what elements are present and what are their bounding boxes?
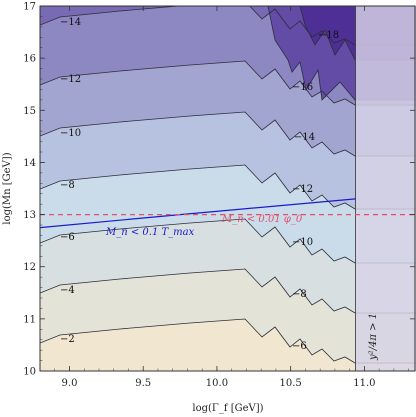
- annotation-mn-phi0: M_n < 0.01 φ_0: [221, 214, 303, 225]
- contour-label-right: −12: [292, 184, 313, 195]
- contour-lines: [40, 6, 416, 364]
- y-tick-label: 11: [23, 314, 36, 325]
- y-tick-label: 15: [23, 106, 36, 117]
- blue-constraint-line: [39, 198, 356, 229]
- annotation-mn-tmax: M_n < 0.1 T_max: [105, 227, 195, 238]
- contour-line--12: [40, 60, 416, 106]
- y-tick-label: 17: [23, 2, 36, 13]
- contour-line--6: [40, 218, 416, 264]
- plot-border: [39, 5, 416, 372]
- y-tick-label: 10: [23, 367, 36, 378]
- x-axis-ticks: 9.0 9.5 10.0 10.5 11.0: [39, 6, 409, 389]
- plot-frame: [39, 5, 416, 372]
- annotation-excluded-region: y²/4π > 1: [368, 313, 379, 361]
- contour-line--16: [267, 6, 416, 101]
- contour-label-left: −12: [60, 74, 81, 85]
- contour-label-left: −4: [60, 285, 75, 296]
- constraint-curves: [39, 198, 416, 229]
- excluded-region: [355, 6, 416, 371]
- contour-label-right: −8: [292, 289, 307, 300]
- contour-line--4: [40, 268, 416, 314]
- x-tick-label: 11.0: [353, 378, 375, 389]
- contour-label-right: −14: [294, 132, 315, 143]
- contour-labels: −18 −16 −14 −12 −10 −8 −6 −14 −12 −10 −8 −6 −4 −2: [60, 17, 339, 352]
- annotations: M_n < 0.1 T_max M_n < 0.01 φ_0 y²/4π > 1: [105, 214, 379, 361]
- contour-line--8: [40, 164, 416, 210]
- y-tick-label: 16: [23, 54, 36, 65]
- contour-label-left: −10: [60, 128, 81, 139]
- x-tick-label: 9.0: [62, 378, 78, 389]
- contour-label-left: −8: [60, 180, 75, 191]
- y-axis-ticks: 10 11 12 13 14 15 16 17: [23, 2, 415, 378]
- contour-line--10: [40, 111, 416, 157]
- contour-label-left: −2: [60, 334, 75, 345]
- contour-label-right: −16: [292, 82, 313, 93]
- excluded-region-fill: [355, 6, 416, 371]
- y-tick-label: 13: [23, 210, 36, 221]
- contour-label-right: −6: [292, 341, 307, 352]
- x-tick-label: 10.5: [280, 378, 302, 389]
- contour-line--18: [299, 6, 416, 61]
- contour-label-right: −10: [292, 237, 313, 248]
- y-tick-label: 12: [23, 262, 36, 273]
- x-tick-label: 9.5: [135, 378, 151, 389]
- contour-label-left: −6: [60, 232, 75, 243]
- contour-line--2: [40, 318, 416, 364]
- contour-label-right: −18: [318, 30, 339, 41]
- contour-label-left: −14: [60, 17, 81, 28]
- x-axis-title: log(Γ_f [GeV]): [192, 403, 263, 414]
- y-axis-title: log(Mn [GeV]): [2, 152, 13, 224]
- x-tick-label: 10.0: [206, 378, 228, 389]
- y-tick-label: 14: [23, 158, 36, 169]
